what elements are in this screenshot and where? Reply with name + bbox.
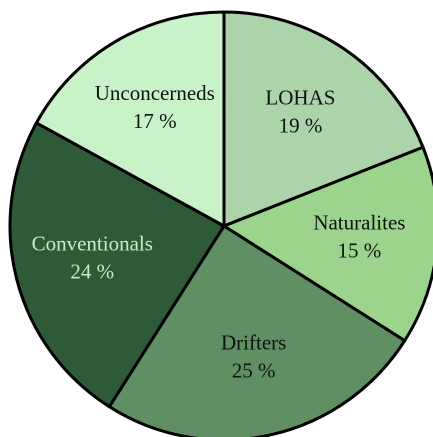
slice-value: 24 % (70, 260, 114, 284)
slice-value: 17 % (133, 109, 177, 133)
slice-label: LOHAS (265, 85, 335, 109)
slice-label: Drifters (221, 331, 286, 355)
pie-slice (222, 145, 433, 343)
pie-slice (8, 121, 226, 409)
slice-value: 15 % (338, 239, 382, 263)
slice-value: 25 % (232, 359, 276, 383)
slice-label: Naturalites (313, 211, 405, 235)
slice-value: 19 % (279, 113, 323, 137)
pie-slice (222, 10, 425, 228)
pie-slice (107, 224, 407, 437)
slice-label: Unconcerneds (95, 81, 215, 105)
pie-slice (34, 10, 226, 228)
slice-label: Conventionals (32, 232, 153, 256)
